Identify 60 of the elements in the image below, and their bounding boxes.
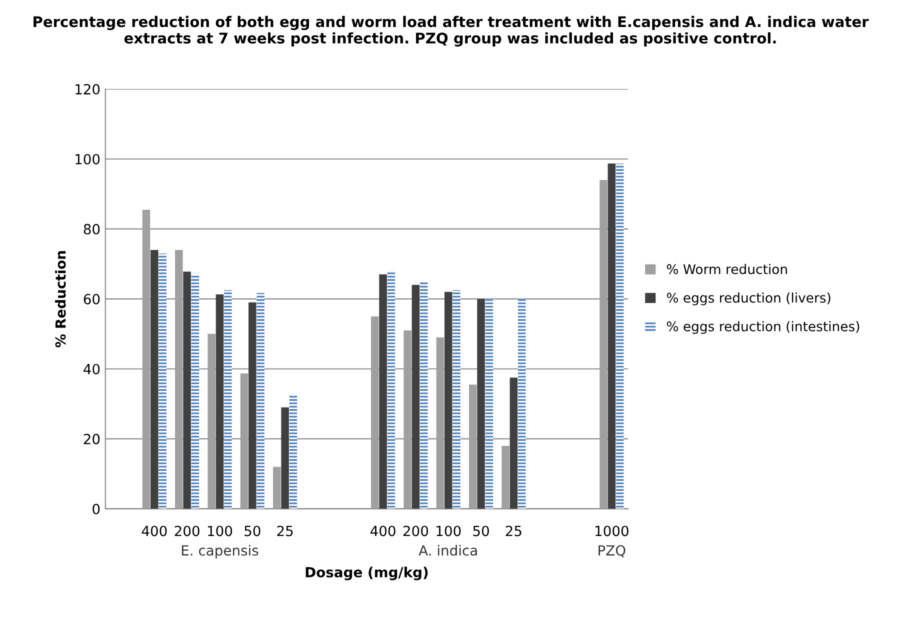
x-tick-label: 1000	[596, 526, 628, 536]
bar	[289, 395, 298, 509]
bar	[183, 272, 191, 509]
y-tick-label: 120	[76, 84, 100, 95]
bar	[485, 298, 494, 509]
bar	[370, 316, 379, 509]
x-tick-label: 50	[244, 526, 260, 536]
y-tick-label: 60	[84, 294, 100, 304]
x-tick-label: 100	[436, 526, 461, 536]
bar	[468, 384, 477, 509]
bar	[158, 253, 166, 509]
y-tick-label: 20	[84, 434, 100, 444]
x-tick-label: 400	[370, 526, 396, 536]
x-tick-label: 50	[473, 526, 489, 536]
x-tick-label: 25	[506, 526, 522, 536]
bar	[510, 378, 518, 509]
bar	[191, 274, 200, 509]
bar	[404, 330, 412, 509]
text: E. capensis	[182, 544, 258, 558]
y-axis-title: % Reduction	[55, 251, 66, 348]
bar	[444, 292, 452, 509]
text: PZQ	[598, 545, 626, 558]
bar	[379, 274, 387, 509]
x-tick-label: 100	[208, 526, 232, 536]
bar	[436, 337, 444, 509]
y-tick-label: 0	[92, 504, 100, 514]
bar	[616, 164, 624, 509]
bar	[175, 250, 183, 509]
bar	[142, 210, 150, 509]
bar	[412, 284, 420, 509]
legend-label: % eggs reduction (livers)	[666, 292, 830, 306]
chart-title: Percentage reduction of both egg and worm load after treatment with E.capensis and A. indica water extracts at 7 weeks post infection. PZQ group was included as positive control.	[34, 16, 869, 47]
x-tick-label: 200	[403, 526, 428, 536]
bar	[240, 373, 248, 509]
bar	[477, 298, 485, 509]
y-tick-label: 80	[84, 224, 100, 234]
bar	[518, 298, 526, 509]
bar	[273, 466, 281, 509]
bar	[208, 334, 216, 509]
bar	[224, 290, 232, 509]
bar	[608, 164, 616, 509]
bar	[150, 250, 158, 509]
bar	[248, 302, 256, 509]
bar	[387, 270, 396, 509]
legend-label: % eggs reduction (intestines)	[666, 321, 860, 334]
bar	[502, 446, 510, 509]
legend-label: % Worm reduction	[666, 264, 787, 274]
bar	[452, 290, 460, 509]
x-tick-label: 400	[142, 526, 167, 536]
x-axis-title: Dosage (mg/kg)	[306, 566, 428, 580]
bar	[281, 407, 289, 509]
x-tick-label: 200	[174, 526, 200, 536]
text: A. indica	[418, 544, 477, 556]
bar	[600, 180, 608, 509]
x-tick-label: 25	[277, 526, 293, 536]
y-tick-label: 40	[84, 364, 100, 374]
bar	[420, 282, 428, 509]
y-tick-label: 100	[76, 154, 100, 164]
bar	[256, 292, 264, 509]
bar	[216, 294, 224, 509]
